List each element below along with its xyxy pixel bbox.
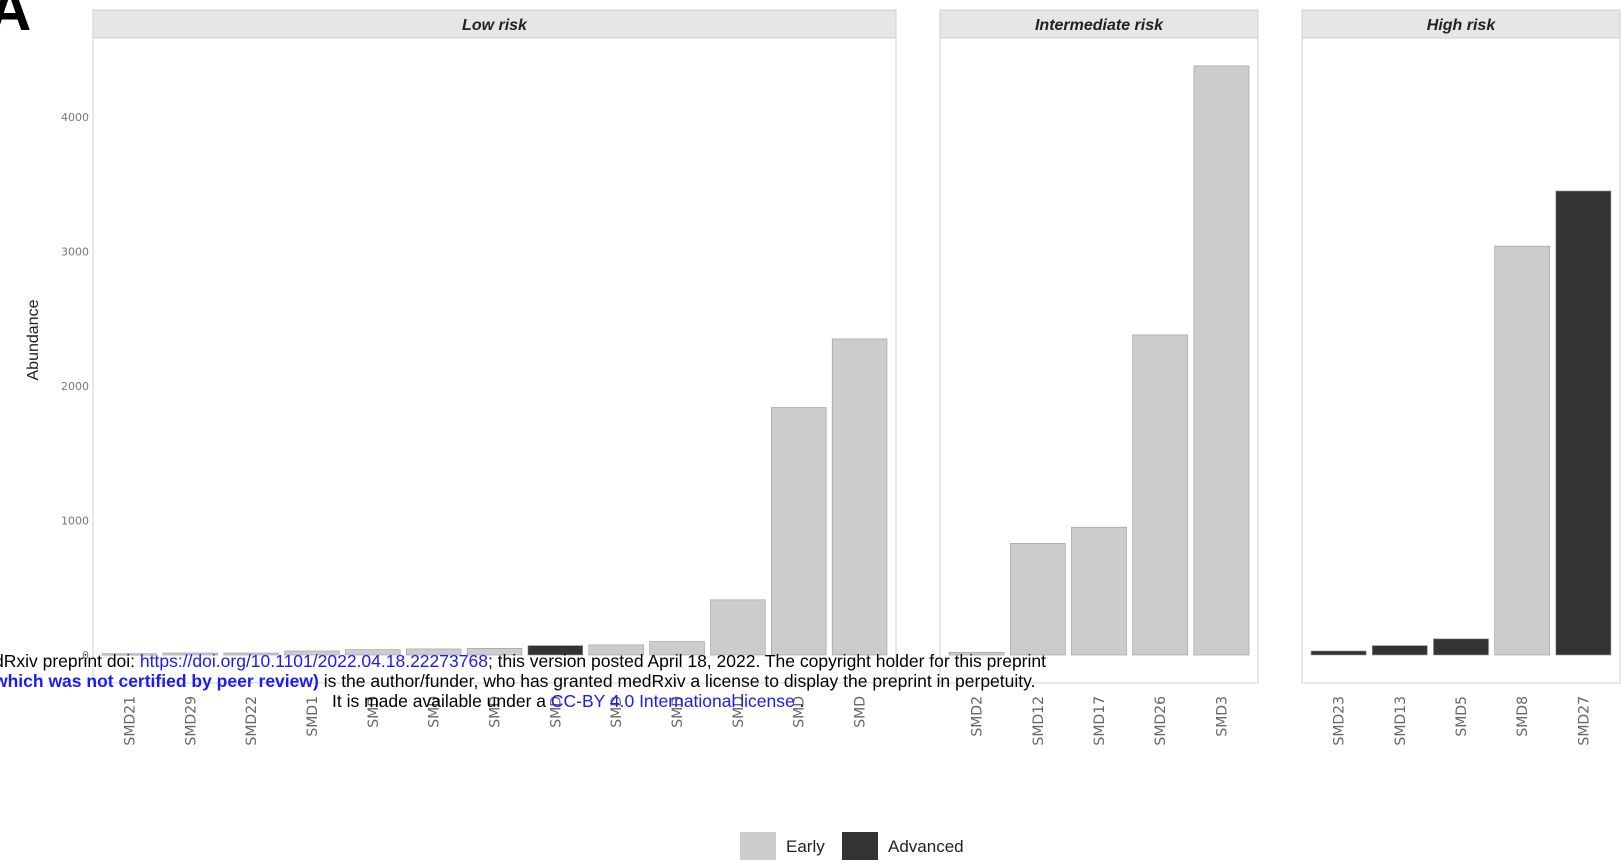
legend-label-advanced: Advanced <box>888 837 964 856</box>
facet-title: Low risk <box>462 17 528 34</box>
facet-title: High risk <box>1427 17 1497 34</box>
y-tick-label: 3000 <box>61 246 89 259</box>
notice-line-1: dRxiv preprint doi: https://doi.org/10.1… <box>0 651 1046 671</box>
x-tick-label: SMD <box>488 696 504 728</box>
facets: Low risk 0 1000 2000 3000 4000 SMD21 SMD29 SMD22… <box>61 9 1621 746</box>
bar-smd8 <box>1494 245 1551 656</box>
x-tick-label: SMD <box>792 696 808 728</box>
bar-smd <box>345 649 401 656</box>
x-tick-label: SMD <box>427 696 443 728</box>
x-tick-label: SMD <box>670 696 686 728</box>
bar-smd <box>466 647 523 656</box>
x-tick-label: SMD13 <box>1393 696 1409 746</box>
x-tick-label: SMD26 <box>1153 696 1169 746</box>
x-tick-label: SMD17 <box>1092 696 1108 746</box>
bar-smd29 <box>162 652 218 656</box>
facet-strip <box>1301 9 1621 39</box>
x-tick-label: SMD12 <box>1031 696 1047 746</box>
x-tick-label: SMD2 <box>970 696 986 737</box>
bar-smd <box>588 644 644 656</box>
bar-smd17 <box>1071 526 1127 656</box>
x-tick-label: SMD22 <box>244 696 260 746</box>
bar-smd <box>831 338 888 656</box>
doi-link[interactable]: https://doi.org/10.1101/2022.04.18.22273… <box>139 651 488 671</box>
bar-smd12 <box>1009 543 1066 656</box>
facet-3: High risk SMD23 SMD13 SMD5 SMD8 SMD27 <box>1301 9 1621 746</box>
bar-smd22 <box>223 652 279 656</box>
bar-smd26 <box>1132 334 1189 656</box>
bar-smd <box>527 645 584 656</box>
legend: Early Advanced <box>740 832 964 860</box>
license-prefix: It is made available under a <box>332 691 551 711</box>
y-tick-label: 0 <box>82 649 89 662</box>
peer-review-note: which was not certified by peer review) <box>0 671 319 691</box>
x-tick-label: SMD <box>853 696 869 728</box>
panel-label: A <box>0 0 31 43</box>
license-link[interactable]: CC-BY 4.0 International license <box>550 691 795 711</box>
license-grant-text: is the author/funder, who has granted me… <box>318 671 1036 691</box>
x-tick-label: SMD <box>731 696 747 728</box>
x-tick-label: SMD23 <box>1332 696 1348 746</box>
x-tick-label: SMD <box>548 696 564 728</box>
bar-smd3 <box>1193 65 1250 656</box>
notice-prefix: dRxiv preprint doi: <box>0 651 140 671</box>
facet-strip <box>939 9 1259 39</box>
legend-swatch-advanced <box>842 832 878 860</box>
x-tick-label: SMD <box>366 696 382 728</box>
y-axis-title: Abundance <box>25 299 42 380</box>
x-tick-label: SMD5 <box>1454 696 1470 737</box>
bar-smd1 <box>284 650 340 656</box>
bar-smd <box>771 407 827 656</box>
x-tick-label: SMD3 <box>1214 696 1230 737</box>
y-tick-label: 2000 <box>61 380 89 393</box>
x-tick-label: SMD27 <box>1576 696 1592 746</box>
legend-swatch-early <box>740 832 776 860</box>
bar-smd21 <box>101 653 158 656</box>
x-tick-label: SMD1 <box>305 696 321 737</box>
bar-smd <box>405 648 462 656</box>
legend-label-early: Early <box>786 837 825 856</box>
notice-line-2: which was not certified by peer review) … <box>0 671 1035 691</box>
bar-smd27 <box>1555 190 1612 656</box>
license-suffix: . <box>794 691 805 711</box>
bar-smd5 <box>1433 638 1489 656</box>
facet-title: Intermediate risk <box>1035 17 1164 34</box>
x-tick-label: SMD29 <box>183 696 199 746</box>
notice-line-3: It is made available under a CC-BY 4.0 I… <box>332 691 804 711</box>
bar-smd23 <box>1310 650 1367 656</box>
facet-1: Low risk 0 1000 2000 3000 4000 SMD21 SMD29 SMD22… <box>61 9 897 746</box>
notice-suffix: ; this version posted April 18, 2022. Th… <box>487 651 1046 671</box>
x-tick-label: SMD <box>609 696 625 728</box>
bar-smd <box>710 599 766 656</box>
x-tick-label: SMD8 <box>1515 696 1531 737</box>
bar-smd2 <box>948 652 1005 656</box>
y-tick-label: 1000 <box>61 515 89 528</box>
bar-smd13 <box>1371 645 1428 656</box>
panel-background <box>92 37 897 684</box>
y-tick-label: 4000 <box>61 111 89 124</box>
bar-smd <box>649 641 705 656</box>
facet-2: Intermediate risk SMD2 SMD12 SMD17 SMD26 SMD3 <box>939 9 1259 746</box>
facet-strip <box>92 9 897 39</box>
x-tick-label: SMD21 <box>122 696 138 746</box>
